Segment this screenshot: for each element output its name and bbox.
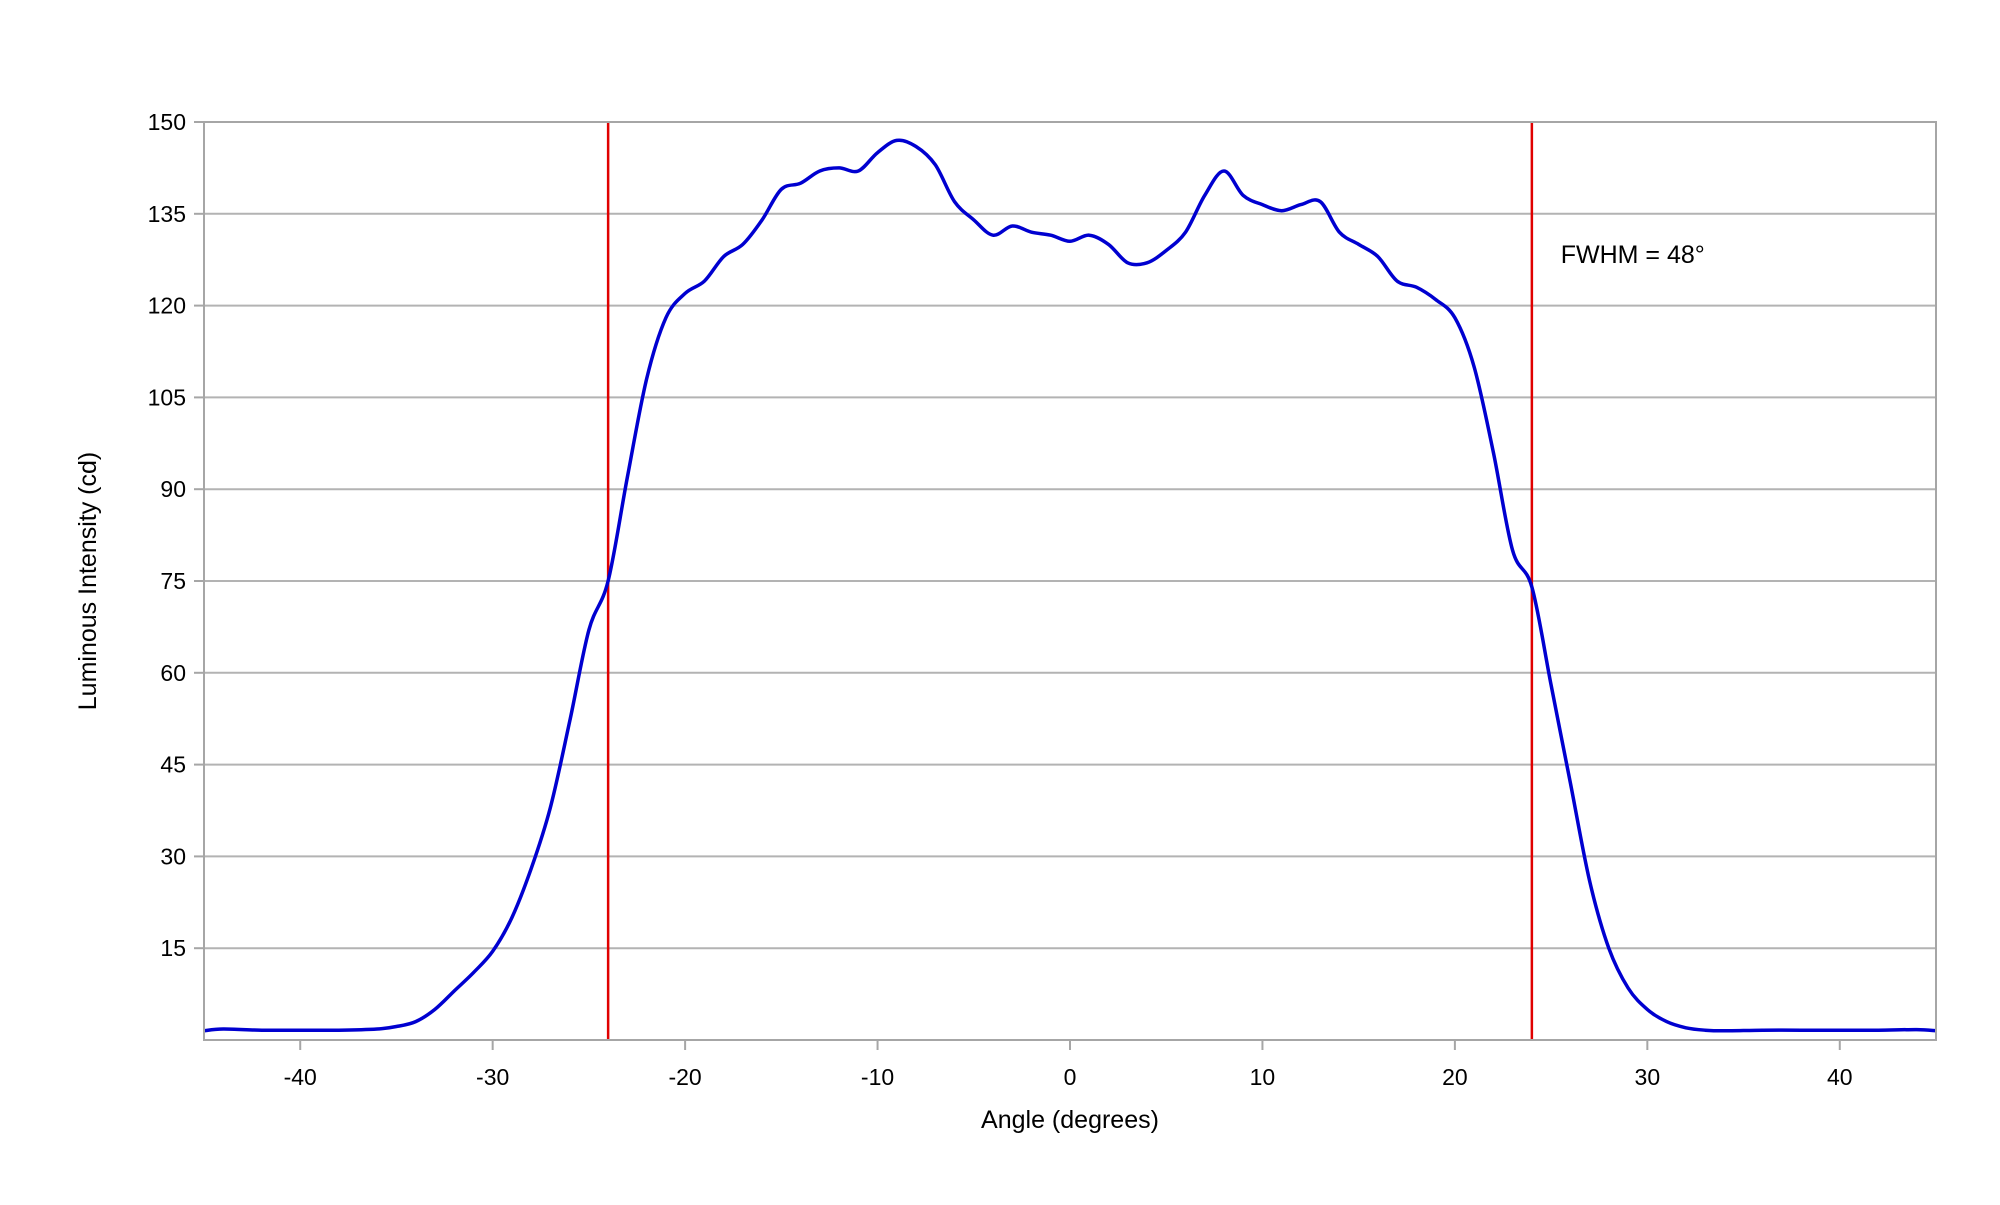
y-axis-title: Luminous Intensity (cd) (74, 452, 102, 710)
x-tick-label: 0 (1064, 1064, 1077, 1090)
x-tick-label: -30 (476, 1064, 509, 1090)
x-tick-label: 40 (1827, 1064, 1853, 1090)
y-ticks: 15 30 45 60 75 90 105 120 135 150 (148, 109, 204, 961)
x-tick-label: 30 (1635, 1064, 1661, 1090)
x-tick-label: -10 (861, 1064, 894, 1090)
y-tick-label: 90 (160, 476, 186, 502)
x-tick-label: 10 (1250, 1064, 1276, 1090)
x-tick-label: 20 (1442, 1064, 1468, 1090)
y-tick-label: 15 (160, 935, 186, 961)
x-axis-title: Angle (degrees) (981, 1106, 1159, 1134)
x-tick-label: -20 (668, 1064, 701, 1090)
y-tick-label: 45 (160, 752, 186, 778)
y-tick-label: 30 (160, 843, 186, 869)
fwhm-annotation: FWHM = 48° (1561, 241, 1705, 269)
x-ticks: -40 -30 -20 -10 0 10 20 30 40 (284, 1040, 1853, 1090)
x-tick-label: -40 (284, 1064, 317, 1090)
y-tick-label: 150 (148, 109, 186, 135)
y-tick-label: 105 (148, 384, 186, 410)
y-tick-label: 75 (160, 568, 186, 594)
y-tick-label: 135 (148, 201, 186, 227)
series-layer (203, 138, 1937, 1033)
y-tick-label: 120 (148, 293, 186, 319)
y-tick-label: 60 (160, 660, 186, 686)
intensity-series-line (203, 138, 1937, 1033)
